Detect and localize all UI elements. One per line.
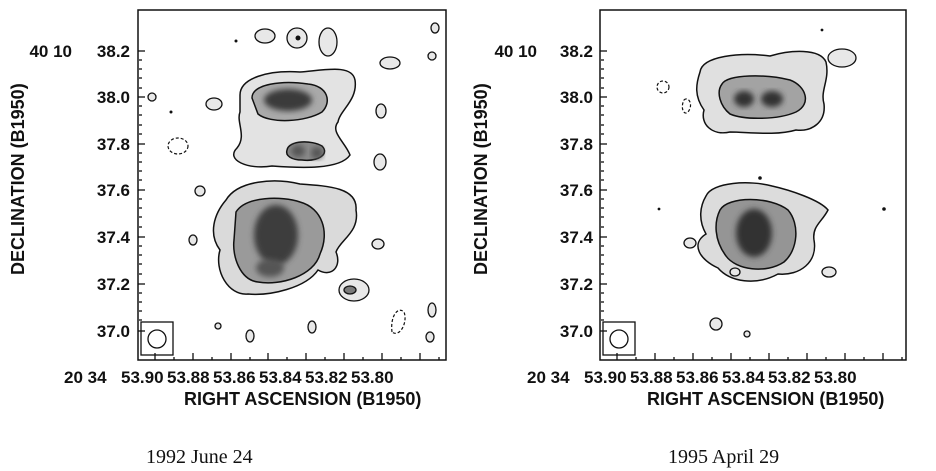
y-tick-label: 37.2 bbox=[97, 275, 130, 294]
x-tick-label: 53.86 bbox=[213, 368, 256, 387]
y-tick-labels-1995: 40 10 38.2 38.0 37.8 37.6 37.4 37.2 37.0 bbox=[494, 42, 593, 341]
caption-1992: 1992 June 24 bbox=[146, 446, 253, 468]
x-tick-labels-1995: 20 34 53.90 53.88 53.86 53.84 53.82 53.8… bbox=[527, 368, 857, 387]
south-component-core bbox=[736, 209, 772, 257]
x-tick-label: 53.88 bbox=[167, 368, 210, 387]
caption-1995: 1995 April 29 bbox=[668, 446, 779, 468]
contour-map-1992 bbox=[147, 22, 440, 343]
y-tick-label: 37.4 bbox=[97, 228, 131, 247]
x-tick-label: 53.88 bbox=[630, 368, 673, 387]
y-prefix-label: 40 10 bbox=[29, 42, 72, 61]
contour-map-1995 bbox=[656, 28, 886, 338]
x-tick-label: 53.90 bbox=[121, 368, 164, 387]
y-axis-title-1995: DECLINATION (B1950) bbox=[471, 83, 491, 275]
plot-frame-1995 bbox=[599, 9, 907, 361]
beam-marker-1992 bbox=[140, 321, 174, 356]
plot-frame-1992 bbox=[137, 9, 447, 361]
x-tick-label: 53.80 bbox=[814, 368, 857, 387]
panel-1992: 40 10 38.2 38.0 37.8 37.6 37.4 37.2 37.0… bbox=[8, 9, 447, 468]
x-tick-label: 53.82 bbox=[305, 368, 348, 387]
x-tick-label: 53.82 bbox=[768, 368, 811, 387]
y-tick-label: 37.4 bbox=[560, 228, 594, 247]
x-tick-label: 53.84 bbox=[259, 368, 302, 387]
y-tick-label: 37.6 bbox=[97, 181, 130, 200]
y-ticks-1992 bbox=[138, 50, 145, 332]
y-tick-label: 38.0 bbox=[560, 88, 593, 107]
y-tick-label: 37.6 bbox=[560, 181, 593, 200]
x-tick-label: 53.84 bbox=[722, 368, 765, 387]
north-component-core bbox=[734, 91, 754, 107]
y-tick-label: 37.2 bbox=[560, 275, 593, 294]
south-component-core bbox=[254, 205, 298, 265]
x-ticks-1992 bbox=[154, 353, 440, 360]
y-tick-label: 37.0 bbox=[97, 322, 130, 341]
y-tick-labels-1992: 40 10 38.2 38.0 37.8 37.6 37.4 37.2 37.0 bbox=[29, 42, 130, 341]
negative-contours bbox=[656, 80, 692, 114]
x-prefix-label: 20 34 bbox=[527, 368, 570, 387]
noise-contours bbox=[683, 48, 857, 338]
y-tick-label: 38.2 bbox=[97, 42, 130, 61]
x-tick-label: 53.86 bbox=[676, 368, 719, 387]
y-tick-label: 38.0 bbox=[97, 88, 130, 107]
x-tick-label: 53.80 bbox=[351, 368, 394, 387]
beam-marker-1995 bbox=[602, 321, 636, 356]
panel-1995: 40 10 38.2 38.0 37.8 37.6 37.4 37.2 37.0… bbox=[471, 9, 907, 468]
negative-contours bbox=[167, 137, 406, 334]
y-tick-label: 37.8 bbox=[97, 135, 130, 154]
y-tick-label: 37.8 bbox=[560, 135, 593, 154]
x-tick-label: 53.90 bbox=[584, 368, 627, 387]
x-tick-labels-1992: 20 34 53.90 53.88 53.86 53.84 53.82 53.8… bbox=[64, 368, 394, 387]
y-ticks-1995 bbox=[600, 50, 607, 332]
y-tick-label: 37.0 bbox=[560, 322, 593, 341]
x-prefix-label: 20 34 bbox=[64, 368, 107, 387]
y-prefix-label: 40 10 bbox=[494, 42, 537, 61]
y-tick-label: 38.2 bbox=[560, 42, 593, 61]
x-ticks-1995 bbox=[616, 353, 903, 360]
x-axis-title-1995: RIGHT ASCENSION (B1950) bbox=[647, 389, 884, 409]
x-axis-title-1992: RIGHT ASCENSION (B1950) bbox=[184, 389, 421, 409]
north-component-core bbox=[264, 89, 312, 111]
y-axis-title-1992: DECLINATION (B1950) bbox=[8, 83, 28, 275]
